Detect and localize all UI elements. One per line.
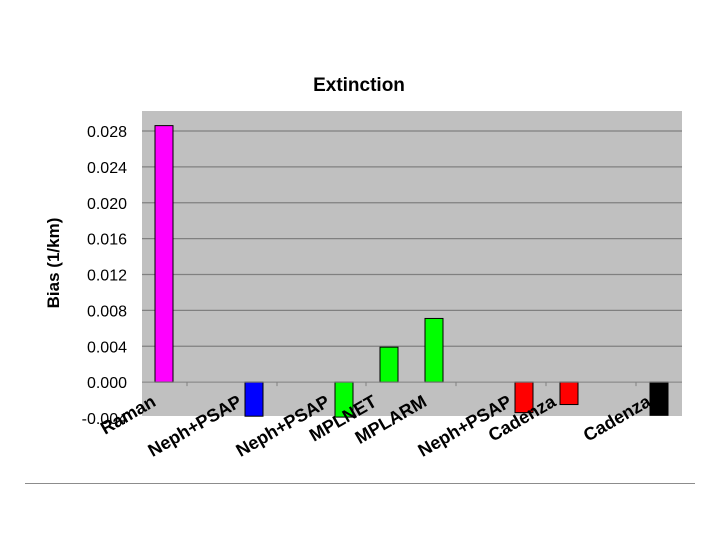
bar — [649, 381, 669, 416]
y-tick-labels: 0.028 0.024 0.020 0.016 0.012 0.008 0.004 0.000… — [82, 124, 127, 428]
bar — [424, 317, 444, 383]
chart-title: Extinction — [313, 75, 405, 96]
y-tick-label: 0.008 — [87, 303, 127, 320]
y-axis-label: Bias (1/km) — [44, 218, 63, 309]
bar — [559, 381, 579, 406]
bar — [244, 381, 264, 417]
bar — [379, 346, 399, 383]
y-tick-label: -0.004 — [82, 411, 127, 428]
axes — [142, 381, 682, 387]
y-tick-label: 0.028 — [87, 124, 127, 141]
y-tick-label: 0.024 — [87, 160, 127, 177]
y-tick-label: 0.020 — [87, 196, 127, 213]
plot-area — [142, 111, 682, 416]
y-tick-label: 0.004 — [87, 339, 127, 356]
y-tick-label: 0.000 — [87, 375, 127, 392]
bar — [154, 125, 174, 383]
y-tick-label: 0.012 — [87, 268, 127, 285]
gridlines — [142, 130, 682, 347]
y-tick-label: 0.016 — [87, 232, 127, 249]
slide-divider-line — [25, 483, 695, 484]
